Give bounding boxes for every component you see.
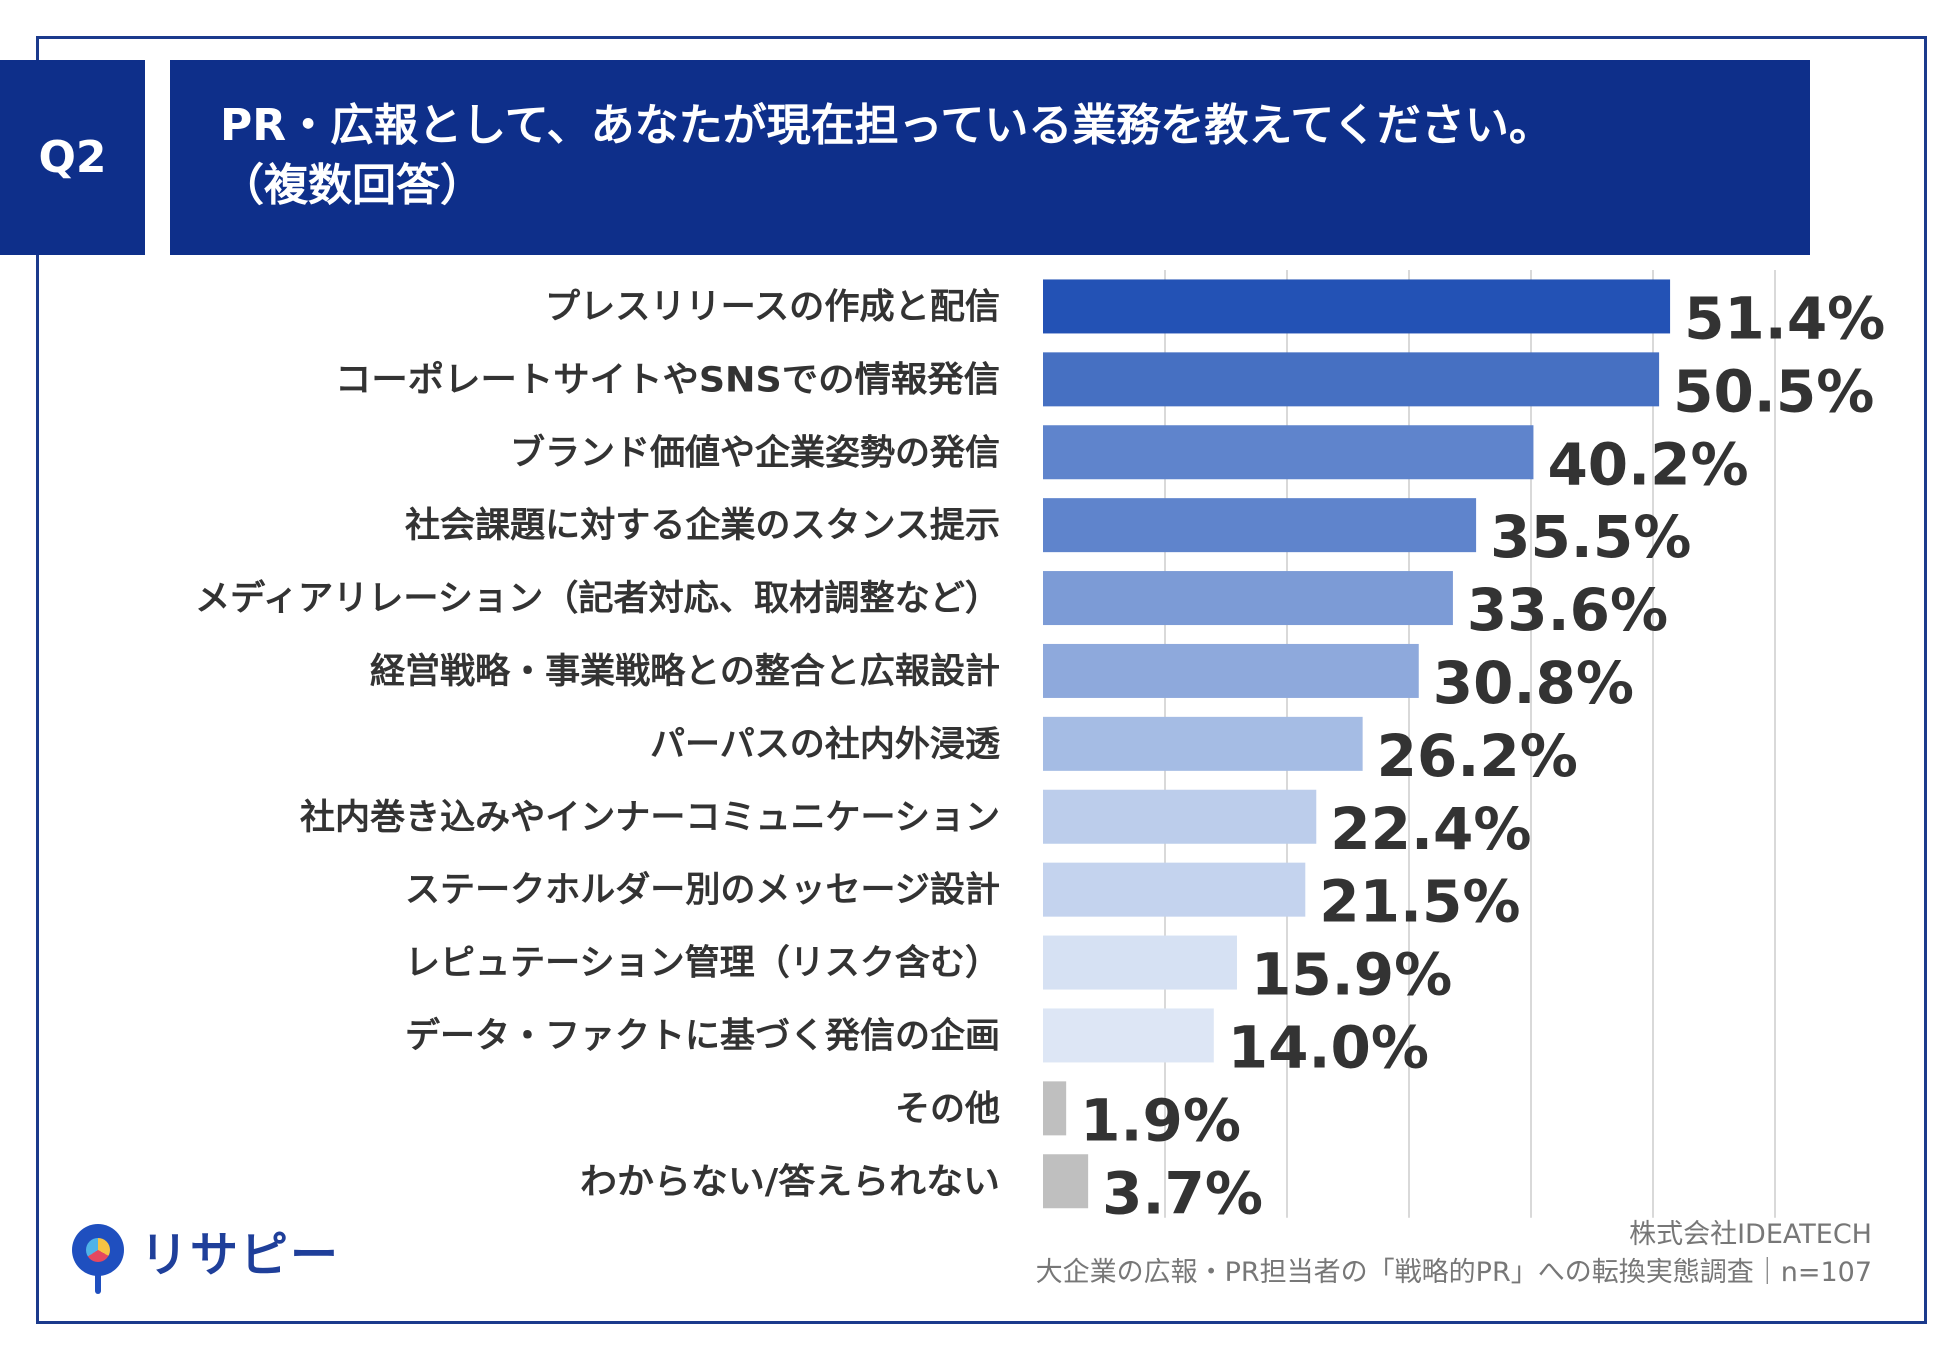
value-label: 1.9% [1080, 1086, 1241, 1154]
value-label: 30.8% [1433, 649, 1634, 717]
risapy-logo: リサピー [72, 1215, 341, 1294]
category-label: パーパスの社内外浸透 [650, 725, 1000, 765]
credit-company: 株式会社IDEATECH [1629, 1219, 1872, 1250]
bar [1043, 1008, 1214, 1063]
bar [1043, 1081, 1067, 1136]
logo-pin-icon [72, 1224, 124, 1294]
value-label: 21.5% [1319, 868, 1520, 936]
category-label: レピュテーション管理（リスク含む） [405, 944, 1000, 984]
category-label: 経営戦略・事業戦略との整合と広報設計 [370, 652, 1000, 692]
question-title: PR・広報として、あなたが現在担っている業務を教えてください。 [220, 100, 1553, 151]
value-label: 33.6% [1467, 576, 1668, 644]
bar [1043, 935, 1237, 990]
category-label: データ・ファクトに基づく発信の企画 [405, 1015, 1000, 1056]
question-title-box: PR・広報として、あなたが現在担っている業務を教えてください。 （複数回答） [170, 60, 1810, 255]
logo-text: リサピー [140, 1227, 341, 1283]
category-label: 社内巻き込みやインナーコミュニケーション [300, 798, 1000, 838]
category-label: ステークホルダー別のメッセージ設計 [405, 871, 1000, 911]
bar [1043, 862, 1306, 917]
bar [1043, 571, 1453, 626]
value-label: 3.7% [1102, 1159, 1263, 1227]
category-label: ブランド価値や企業姿勢の発信 [510, 432, 1000, 473]
value-label: 50.5% [1673, 357, 1874, 425]
value-label: 14.0% [1228, 1013, 1429, 1081]
bar [1043, 1154, 1089, 1209]
category-label: わからない/答えられない [580, 1162, 1000, 1202]
value-label: 40.2% [1547, 430, 1748, 498]
bar [1043, 498, 1477, 553]
bar [1043, 789, 1317, 844]
value-label: 26.2% [1377, 722, 1578, 790]
category-label: その他 [895, 1089, 1000, 1129]
category-label: メディアリレーション（記者対応、取材調整など） [195, 578, 1000, 619]
bar [1043, 643, 1419, 698]
question-note: （複数回答） [220, 160, 484, 211]
value-label: 35.5% [1490, 503, 1691, 571]
credit-survey: 大企業の広報・PR担当者の「戦略的PR」への転換実態調査｜n=107 [1035, 1257, 1872, 1288]
question-number-badge: Q2 [0, 60, 145, 255]
value-label: 15.9% [1251, 941, 1452, 1009]
bar [1043, 716, 1363, 771]
category-label: コーポレートサイトやSNSでの情報発信 [335, 359, 1000, 400]
bar [1043, 352, 1660, 407]
category-label: 社会課題に対する企業のスタンス提示 [405, 505, 1000, 546]
bar [1043, 425, 1534, 480]
category-label: プレスリリースの作成と配信 [545, 287, 1000, 327]
value-label: 51.4% [1684, 284, 1885, 352]
bar [1043, 279, 1671, 334]
value-label: 22.4% [1330, 795, 1531, 863]
